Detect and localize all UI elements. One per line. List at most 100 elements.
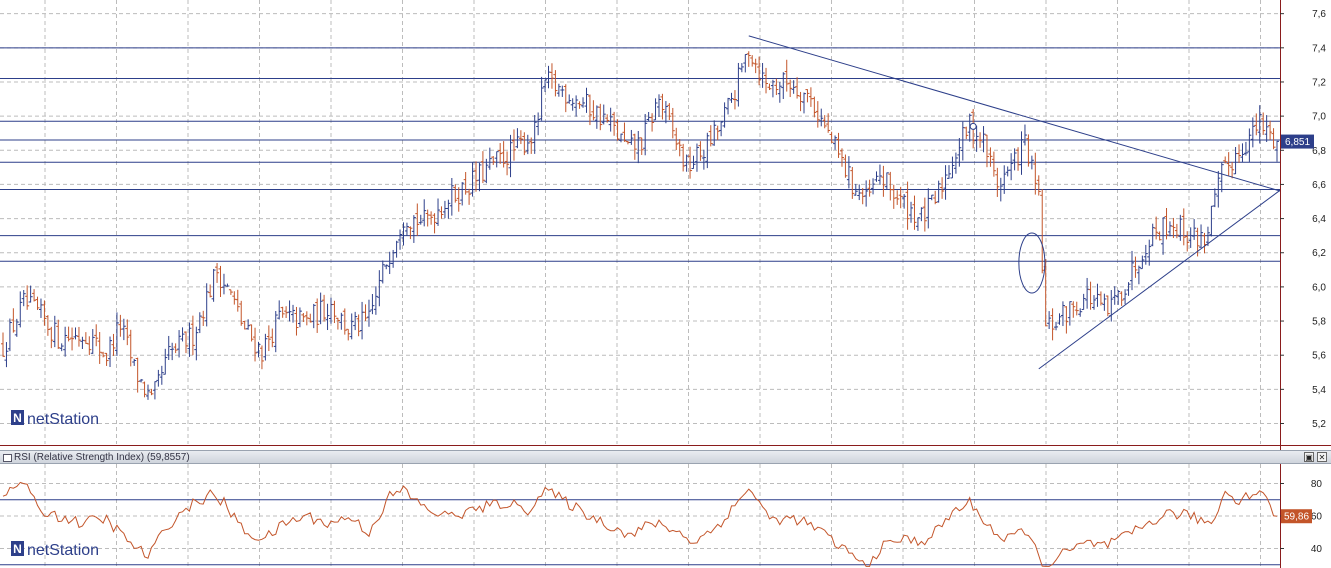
price-axis-tick-label: 6,4 bbox=[1312, 214, 1326, 225]
logo-mark bbox=[11, 410, 24, 425]
ohlc-bar bbox=[297, 307, 302, 328]
ohlc-bar bbox=[70, 327, 75, 351]
ohlc-bar bbox=[719, 121, 724, 137]
ohlc-bar bbox=[501, 141, 506, 168]
close-panel-button[interactable]: ✕ bbox=[1317, 452, 1327, 462]
ohlc-bar bbox=[446, 199, 451, 219]
ohlc-bar bbox=[998, 177, 1003, 202]
ohlc-bar bbox=[757, 56, 762, 86]
ohlc-bar bbox=[536, 112, 541, 136]
ohlc-bar bbox=[59, 343, 64, 352]
ohlc-bar bbox=[232, 291, 237, 305]
ohlc-bar bbox=[208, 284, 213, 298]
ohlc-bar bbox=[1147, 239, 1152, 266]
maximize-panel-button[interactable]: ▣ bbox=[1304, 452, 1314, 462]
ohlc-bar bbox=[494, 151, 499, 168]
ohlc-bar bbox=[615, 119, 620, 141]
ohlc-bar bbox=[788, 79, 793, 98]
ohlc-bar bbox=[401, 222, 406, 246]
ohlc-bar bbox=[736, 62, 741, 107]
ohlc-bar bbox=[356, 314, 361, 337]
price-axis-tick-label: 7,2 bbox=[1312, 77, 1326, 88]
ohlc-bar bbox=[25, 285, 30, 310]
ohlc-bar bbox=[543, 79, 548, 92]
ohlc-bar bbox=[253, 327, 258, 362]
ohlc-bar bbox=[1140, 255, 1145, 270]
price-axis-tick-label: 6,2 bbox=[1312, 248, 1326, 259]
ohlc-bar bbox=[857, 184, 862, 201]
ohlc-bar bbox=[871, 178, 876, 195]
ohlc-bar bbox=[1112, 286, 1117, 305]
ohlc-bar bbox=[581, 97, 586, 108]
ohlc-bar bbox=[83, 332, 88, 344]
ohlc-bar bbox=[1250, 117, 1255, 148]
ohlc-bar bbox=[884, 172, 889, 190]
ohlc-bar bbox=[525, 134, 530, 155]
ohlc-bar bbox=[1019, 131, 1024, 175]
ohlc-bar bbox=[539, 76, 544, 121]
ohlc-bar bbox=[522, 132, 527, 156]
ohlc-bar bbox=[291, 304, 296, 323]
ohlc-bar bbox=[532, 115, 537, 154]
ohlc-bar bbox=[204, 283, 209, 327]
ohlc-bar bbox=[722, 102, 727, 128]
ohlc-bar bbox=[774, 78, 779, 96]
price-chart[interactable]: 7,6 7,4 7,2 7,0 6,8 6,6 6,4 6,2 6,0 5,8 5,6 5,4 5,2 6… bbox=[0, 0, 1331, 450]
ohlc-bar bbox=[1085, 277, 1090, 309]
ohlc-bar bbox=[38, 298, 43, 318]
ohlc-bar bbox=[881, 165, 886, 197]
ohlc-bar bbox=[708, 125, 713, 147]
ohlc-bar bbox=[767, 83, 772, 91]
price-axis-tick-label: 5,2 bbox=[1312, 419, 1326, 430]
rsi-axis-tick-label: 40 bbox=[1311, 544, 1323, 555]
ohlc-bar bbox=[1129, 250, 1134, 291]
ohlc-bar bbox=[715, 125, 720, 141]
ohlc-bar bbox=[594, 105, 599, 129]
ohlc-bar bbox=[1188, 227, 1193, 248]
ohlc-bar bbox=[277, 300, 282, 320]
ohlc-bar bbox=[363, 304, 368, 322]
ohlc-bar bbox=[833, 135, 838, 150]
price-axis-tick-label: 6,6 bbox=[1312, 180, 1326, 191]
ohlc-bar bbox=[1275, 140, 1279, 162]
ohlc-bar bbox=[1171, 217, 1176, 239]
logo-name: netStation bbox=[27, 411, 99, 428]
ohlc-bar bbox=[743, 53, 748, 73]
ohlc-bar bbox=[280, 306, 285, 318]
logo-mark bbox=[11, 541, 24, 556]
ohlc-bar bbox=[1154, 216, 1159, 240]
rsi-chart[interactable]: 80 60 40 59,86 N netStation bbox=[0, 464, 1331, 568]
ohlc-bar bbox=[177, 330, 182, 358]
ohlc-bar bbox=[805, 89, 810, 103]
ohlc-bar bbox=[1036, 175, 1041, 196]
ohlc-bar bbox=[1261, 112, 1266, 135]
ohlc-bar bbox=[629, 129, 634, 145]
ohlc-bar bbox=[1047, 311, 1052, 329]
ohlc-bar bbox=[826, 113, 831, 133]
ohlc-bar bbox=[221, 273, 226, 295]
price-grid bbox=[0, 0, 1280, 444]
ohlc-bar bbox=[49, 326, 54, 349]
ohlc-bar bbox=[795, 77, 800, 99]
ohlc-bar bbox=[460, 182, 465, 206]
ohlc-bar bbox=[104, 352, 109, 366]
ohlc-bar bbox=[1161, 217, 1166, 255]
ohlc-bar bbox=[301, 312, 306, 322]
ohlc-bar bbox=[325, 303, 330, 331]
ohlc-bar bbox=[1192, 219, 1197, 240]
ohlc-bar bbox=[915, 217, 920, 231]
rsi-axis-tick-label: 80 bbox=[1311, 479, 1323, 490]
ohlc-bar bbox=[218, 265, 223, 297]
rsi-panel-title: RSI (Relative Strength Index) (59,8557) bbox=[14, 452, 190, 463]
ohlc-bar bbox=[1257, 105, 1262, 144]
ohlc-bar bbox=[308, 313, 313, 323]
ohlc-bar bbox=[1157, 231, 1162, 241]
ohlc-bar bbox=[1064, 306, 1069, 334]
ohlc-bar bbox=[35, 296, 40, 310]
ohlc-bar bbox=[781, 72, 786, 100]
ohlc-bar bbox=[891, 184, 896, 209]
ohlc-bar bbox=[163, 348, 168, 375]
ohlc-bar bbox=[170, 342, 175, 361]
ohlc-bar bbox=[1092, 295, 1097, 310]
